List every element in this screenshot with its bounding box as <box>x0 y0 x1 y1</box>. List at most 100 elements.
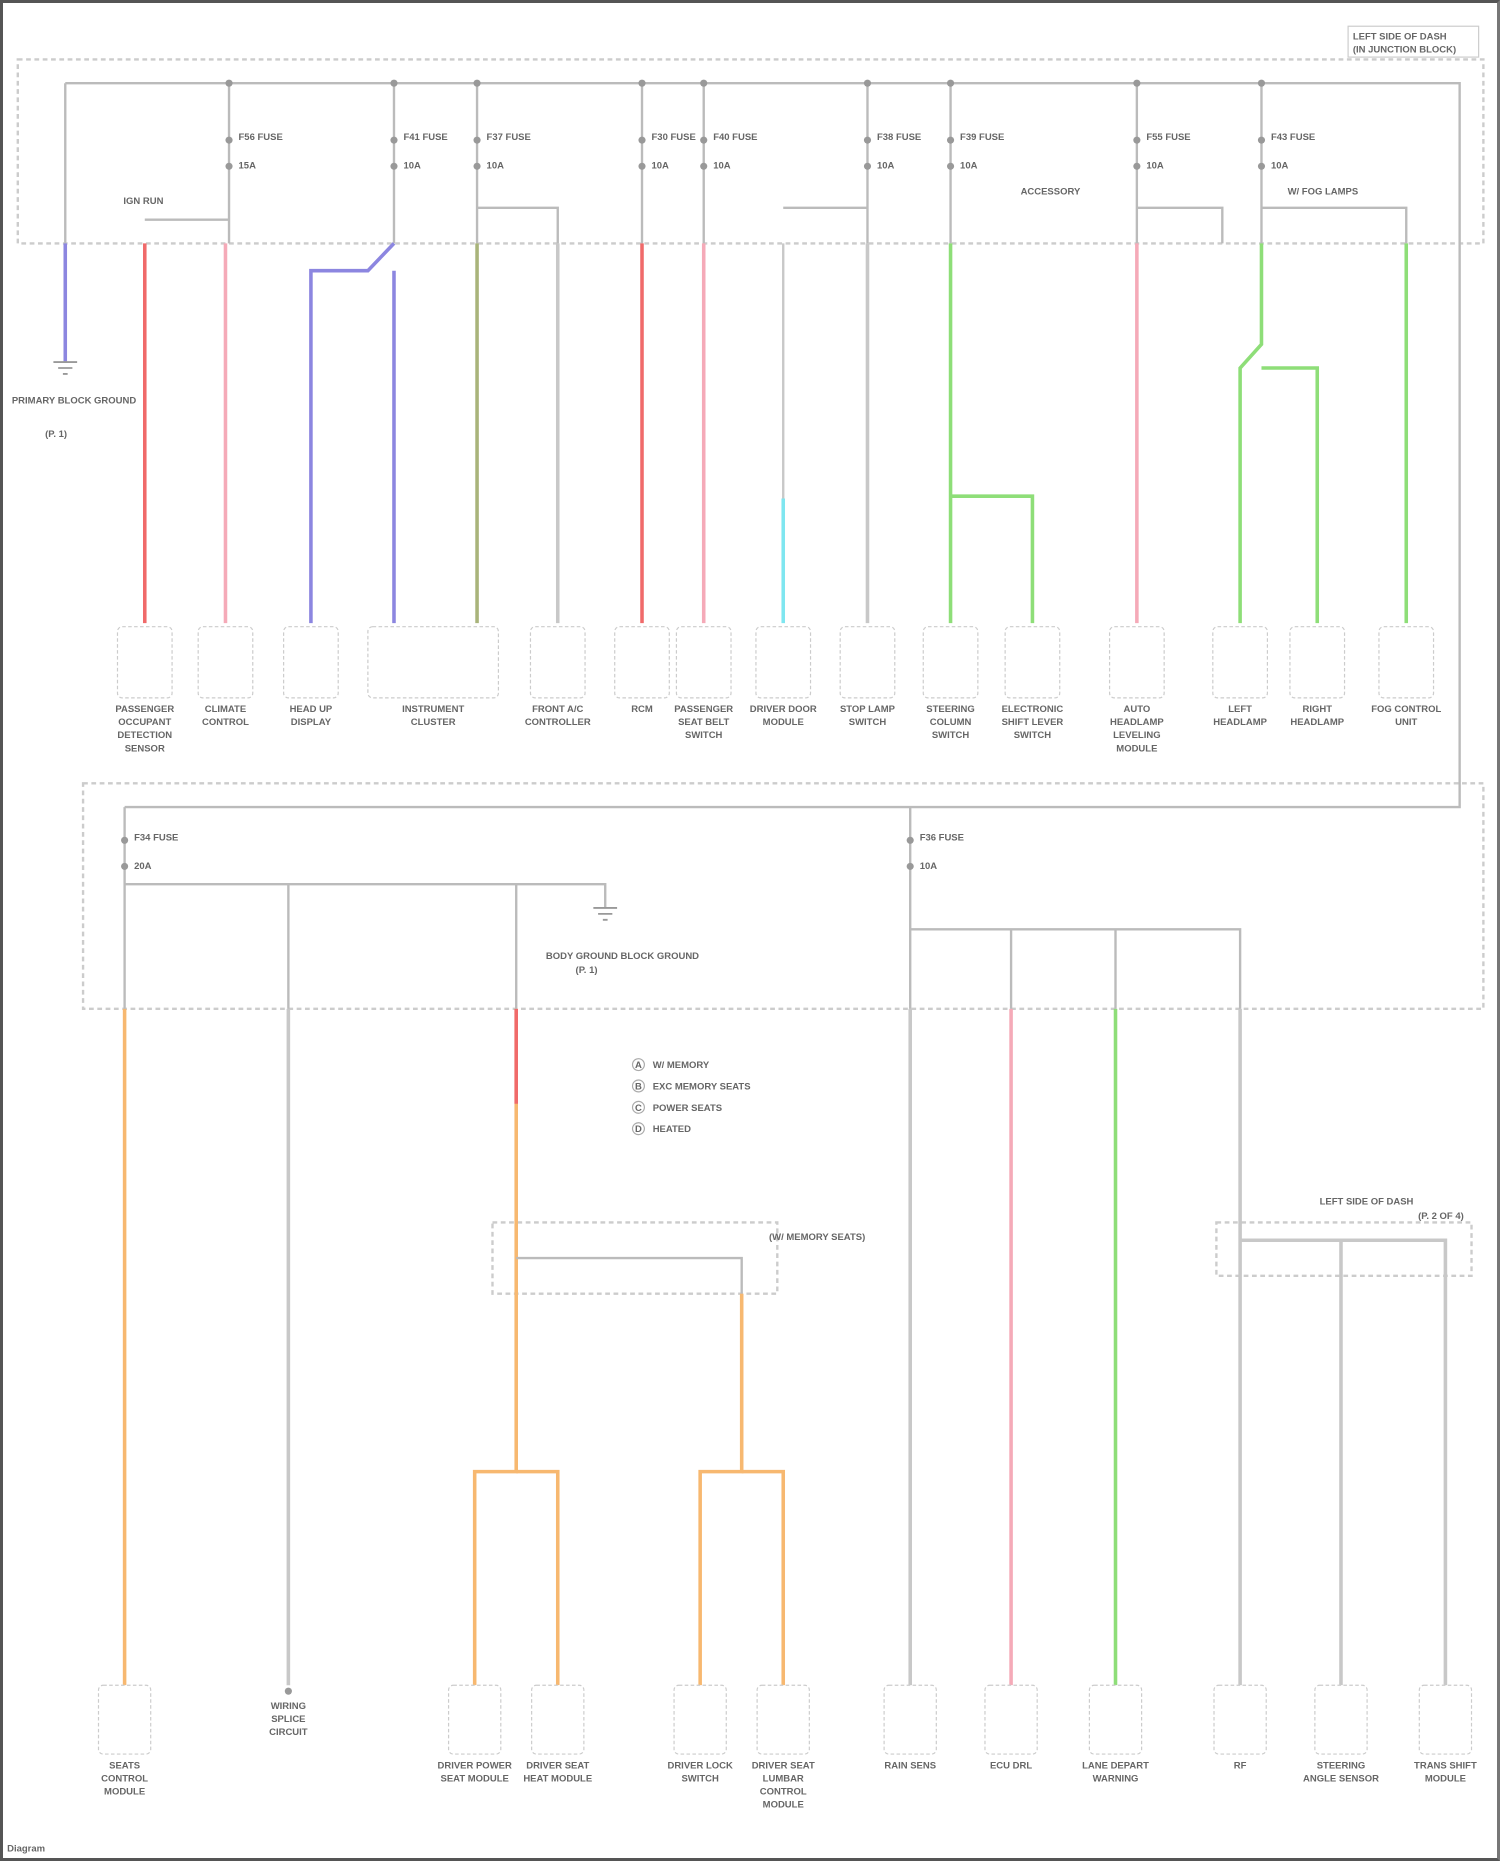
fuse-terminal <box>121 862 129 870</box>
fuse-terminal <box>390 162 398 170</box>
fuse-name: F55 FUSE <box>1146 132 1190 143</box>
ground-top-label: PRIMARY BLOCK GROUND <box>12 396 137 407</box>
bus-splice-dot <box>1257 79 1266 87</box>
ground-icon <box>593 907 618 921</box>
component-label: LANE DEPART <box>1082 1760 1149 1771</box>
component-label: LEFT <box>1228 704 1252 715</box>
fuse-rating: 10A <box>403 161 421 172</box>
right-splice-box <box>1215 1221 1473 1278</box>
fuse-terminal <box>1257 162 1266 170</box>
right-splice-label: LEFT SIDE OF DASH <box>1320 1197 1414 1208</box>
fuse-terminal <box>863 162 872 170</box>
fuse-rating: 15A <box>239 161 257 172</box>
component-label: CLIMATE <box>205 704 246 715</box>
fuse-name: F38 FUSE <box>877 132 921 143</box>
wire-orange <box>472 1008 518 1686</box>
fuse-name: F30 FUSE <box>652 132 696 143</box>
component-label: MODULE <box>104 1786 145 1797</box>
component-box <box>197 626 254 699</box>
component-label: HEADLAMP <box>1290 717 1344 728</box>
component-label: CONTROL <box>202 717 249 728</box>
component-label: DRIVER LOCK <box>667 1760 732 1771</box>
component-box <box>447 1684 502 1755</box>
legend-marker <box>631 1122 645 1136</box>
legend-symbol: C <box>635 1103 642 1114</box>
fuse-terminal <box>700 136 708 144</box>
bus-splice-dot <box>863 79 872 87</box>
component-box <box>756 1684 810 1755</box>
top-branch-splices <box>64 83 1408 244</box>
component-box <box>1314 1684 1368 1755</box>
fuse-rating: 10A <box>487 161 505 172</box>
legend-symbol: D <box>635 1124 642 1135</box>
fuse-rating: 10A <box>713 161 731 172</box>
component-box <box>883 1684 937 1755</box>
component-label: UNIT <box>1395 717 1417 728</box>
legend-text: W/ MEMORY <box>653 1060 710 1071</box>
fuse-terminal <box>473 162 481 170</box>
fuse-terminal <box>906 836 914 844</box>
component-box <box>1088 1684 1143 1755</box>
fuse-name: F34 FUSE <box>134 832 178 843</box>
component-label: WIRING <box>271 1701 306 1712</box>
bus-splice-dot <box>225 79 233 87</box>
fuse-rating: 20A <box>134 861 152 872</box>
component-label: HEADLAMP <box>1213 717 1267 728</box>
bus-splice-dot <box>1133 79 1141 87</box>
component-label: CLUSTER <box>411 717 456 728</box>
component-label: OCCUPANT <box>118 717 171 728</box>
fuse-terminal <box>121 836 129 844</box>
component-box <box>984 1684 1038 1755</box>
fuse-name: F43 FUSE <box>1271 132 1315 143</box>
component-label: LEVELING <box>1113 730 1160 741</box>
location-label: LEFT SIDE OF DASH <box>1353 31 1447 42</box>
component-label: DRIVER SEAT <box>752 1760 815 1771</box>
legend-marker <box>631 1100 645 1114</box>
component-box <box>529 626 586 699</box>
component-box <box>531 1684 585 1755</box>
splice-dot <box>284 1687 292 1695</box>
footer-label: Diagram <box>7 1843 45 1854</box>
fuse-rating: 10A <box>1146 161 1164 172</box>
splice-wire <box>516 1256 743 1294</box>
component-box <box>922 626 979 699</box>
component-label: PASSENGER <box>674 704 733 715</box>
component-label: ANGLE SENSOR <box>1303 1773 1379 1784</box>
fuse-terminal <box>946 162 955 170</box>
component-label: STEERING <box>1317 1760 1365 1771</box>
component-label: MODULE <box>1116 743 1157 754</box>
component-box <box>839 626 896 699</box>
fuse-terminal <box>638 136 646 144</box>
component-label: MODULE <box>763 1799 804 1810</box>
component-label: ECU DRL <box>990 1760 1032 1771</box>
legend-text: EXC MEMORY SEATS <box>653 1082 751 1093</box>
legend-text: HEATED <box>653 1124 691 1135</box>
bus-splice-dot <box>473 79 481 87</box>
ground-top-ref: (P. 1) <box>45 429 67 440</box>
component-box <box>367 626 500 699</box>
wire-gray <box>1340 1238 1448 1686</box>
fog-label: W/ FOG LAMPS <box>1288 187 1359 198</box>
location-box <box>1347 25 1480 58</box>
component-label: DETECTION <box>117 730 172 741</box>
component-label: RCM <box>631 704 653 715</box>
component-label: LUMBAR <box>763 1773 804 1784</box>
component-label: CONTROL <box>760 1786 807 1797</box>
component-label: DRIVER POWER <box>438 1760 512 1771</box>
fuse-name: F39 FUSE <box>960 132 1004 143</box>
component-label: SEAT MODULE <box>441 1773 509 1784</box>
component-label: WARNING <box>1093 1773 1139 1784</box>
component-box <box>116 626 173 699</box>
wire-green <box>1238 243 1264 624</box>
fuse-terminal <box>863 136 872 144</box>
component-box <box>755 626 812 699</box>
ground-bottom-ref: (P. 1) <box>576 965 598 976</box>
top-power-bus <box>65 82 1461 809</box>
component-label: RF <box>1234 1760 1247 1771</box>
bus-splice-dot <box>390 79 398 87</box>
component-label: CONTROL <box>101 1773 148 1784</box>
fuse-rating: 10A <box>920 861 938 872</box>
component-label: DRIVER SEAT <box>526 1760 589 1771</box>
component-box <box>1212 626 1268 699</box>
